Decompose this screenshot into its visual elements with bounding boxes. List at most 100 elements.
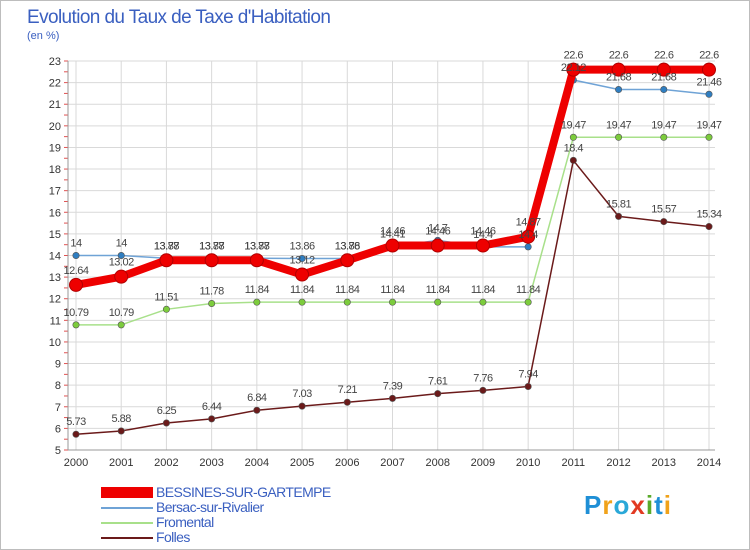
- chart-subtitle: (en %): [27, 30, 60, 42]
- x-tick-label: 2001: [109, 457, 133, 469]
- data-point-bersac-sur-rivalier: [615, 86, 623, 94]
- data-point-fromental: [117, 321, 125, 329]
- data-point-fromental: [705, 133, 713, 141]
- data-label-bersac-sur-rivalier: 13.86: [335, 241, 360, 253]
- data-label-fromental: 11.84: [245, 284, 270, 296]
- data-point-folles: [117, 427, 125, 435]
- data-point-folles: [343, 398, 351, 406]
- data-point-bersac-sur-rivalier: [705, 90, 713, 98]
- y-tick-label: 12: [49, 294, 61, 306]
- data-point-bessines-sur-gartempe: [430, 238, 445, 253]
- data-label-bessines-sur-gartempe: 13.12: [290, 255, 315, 267]
- data-point-bessines-sur-gartempe: [656, 62, 671, 77]
- series-lines: [69, 62, 716, 438]
- x-tick-label: 2011: [562, 457, 586, 469]
- data-point-folles: [298, 402, 306, 410]
- data-point-bessines-sur-gartempe: [611, 62, 626, 77]
- data-point-fromental: [343, 298, 351, 306]
- data-point-fromental: [72, 321, 80, 329]
- data-label-folles: 15.34: [696, 209, 721, 221]
- logo-letter: o: [613, 490, 631, 520]
- data-label-folles: 7.03: [292, 388, 312, 400]
- y-tick-label: 6: [55, 423, 61, 435]
- data-point-folles: [705, 223, 713, 231]
- logo-letter: P: [584, 490, 603, 520]
- data-label-folles: 5.73: [66, 416, 86, 428]
- data-label-bersac-sur-rivalier: 21.68: [606, 72, 631, 84]
- data-label-folles: 7.94: [518, 368, 538, 380]
- data-label-bersac-sur-rivalier: 14: [116, 238, 128, 250]
- x-tick-label: 2013: [652, 457, 676, 469]
- y-tick-label: 10: [49, 337, 61, 349]
- data-label-bersac-sur-rivalier: 14.4: [473, 229, 493, 241]
- data-label-bersac-sur-rivalier: 14.7: [428, 222, 448, 234]
- legend-label-bersac: Bersac-sur-Rivalier: [156, 499, 264, 515]
- data-point-fromental: [569, 133, 577, 141]
- y-tick-label: 23: [49, 56, 61, 68]
- logo-letter: x: [630, 490, 646, 520]
- data-label-bessines-sur-gartempe: 14.46: [380, 226, 405, 238]
- data-point-folles: [615, 212, 623, 220]
- data-point-bersac-sur-rivalier: [524, 243, 532, 251]
- data-point-bessines-sur-gartempe: [204, 253, 219, 268]
- data-label-folles: 7.76: [473, 372, 493, 384]
- x-tick-label: 2007: [380, 457, 404, 469]
- data-label-fromental: 19.47: [561, 119, 586, 131]
- data-label-folles: 7.39: [383, 380, 403, 392]
- data-label-bessines-sur-gartempe: 13.02: [109, 257, 134, 269]
- legend-label-folles: Folles: [156, 529, 190, 545]
- y-tick-label: 8: [55, 380, 61, 392]
- y-tick-label: 21: [49, 99, 61, 111]
- legend-label-bessines: BESSINES-SUR-GARTEMPE: [156, 484, 331, 500]
- data-label-folles: 7.21: [338, 384, 358, 396]
- y-tick-label: 15: [49, 229, 61, 241]
- data-label-fromental: 10.79: [63, 307, 88, 319]
- data-label-bessines-sur-gartempe: 22.6: [564, 50, 584, 62]
- data-point-bersac-sur-rivalier: [660, 86, 668, 94]
- data-label-folles: 7.61: [428, 376, 448, 388]
- data-label-bersac-sur-rivalier: 21.68: [651, 72, 676, 84]
- data-label-fromental: 11.84: [516, 284, 541, 296]
- data-label-fromental: 19.47: [651, 119, 676, 131]
- x-tick-label: 2009: [471, 457, 495, 469]
- logo-letter: r: [602, 490, 614, 520]
- data-label-fromental: 11.84: [290, 284, 315, 296]
- data-point-folles: [72, 430, 80, 438]
- data-label-bessines-sur-gartempe: 22.6: [699, 50, 719, 62]
- data-label-fromental: 19.47: [696, 119, 721, 131]
- x-tick-label: 2000: [64, 457, 88, 469]
- data-label-folles: 5.88: [112, 413, 132, 425]
- data-point-folles: [524, 382, 532, 390]
- x-tick-label: 2004: [245, 457, 269, 469]
- data-label-bessines-sur-gartempe: 14.46: [470, 226, 495, 238]
- data-label-bessines-sur-gartempe: 22.6: [609, 50, 629, 62]
- data-point-fromental: [615, 133, 623, 141]
- x-tick-label: 2014: [697, 457, 721, 469]
- data-label-fromental: 11.84: [380, 284, 405, 296]
- data-label-folles: 6.84: [247, 392, 267, 404]
- data-point-folles: [208, 415, 216, 423]
- data-label-bersac-sur-rivalier: 13.87: [154, 240, 179, 252]
- data-label-bessines-sur-gartempe: 14.87: [516, 217, 541, 229]
- data-point-bessines-sur-gartempe: [385, 238, 400, 253]
- data-label-fromental: 11.84: [335, 284, 360, 296]
- logo-letter: i: [645, 490, 655, 520]
- x-tick-label: 2008: [425, 457, 449, 469]
- data-label-fromental: 11.78: [200, 285, 225, 297]
- data-point-bersac-sur-rivalier: [298, 255, 306, 263]
- proxiti-logo[interactable]: Proxiti: [584, 490, 672, 521]
- data-point-bessines-sur-gartempe: [69, 277, 83, 292]
- data-point-bessines-sur-gartempe: [340, 253, 355, 268]
- y-tick-label: 11: [50, 315, 61, 327]
- data-point-fromental: [253, 298, 261, 306]
- data-point-bessines-sur-gartempe: [475, 238, 490, 253]
- y-tick-label: 19: [49, 142, 61, 154]
- chart-title: Evolution du Taux de Taxe d'Habitation: [27, 7, 331, 28]
- data-point-folles: [434, 390, 442, 398]
- data-label-fromental: 11.84: [426, 284, 451, 296]
- data-label-bessines-sur-gartempe: 13.78: [154, 240, 179, 252]
- y-tick-label: 5: [55, 445, 61, 457]
- data-label-folles: 15.57: [651, 204, 676, 216]
- x-tick-label: 2006: [335, 457, 359, 469]
